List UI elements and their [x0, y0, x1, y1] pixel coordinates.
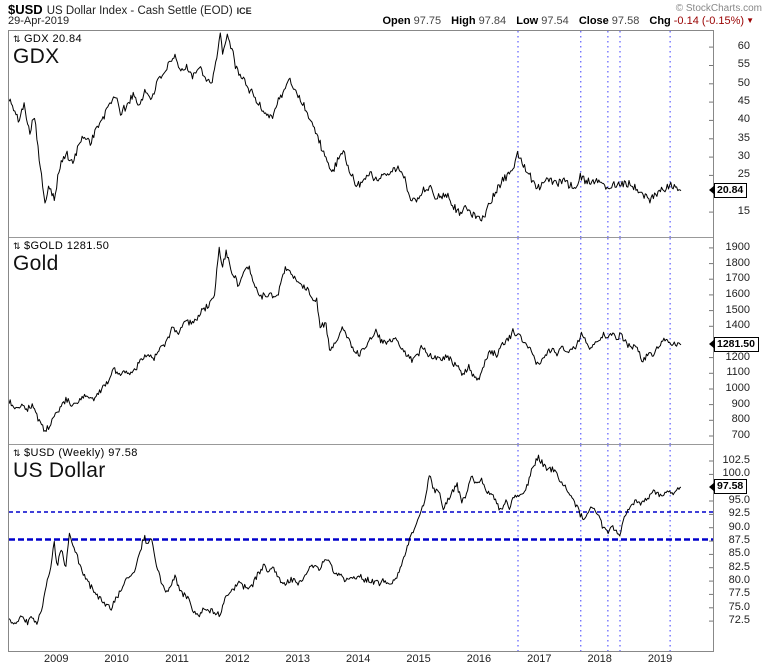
y-tick-label: 95.0 — [728, 494, 750, 507]
y-tick-label: 1400 — [725, 319, 750, 332]
gold-price-line-chart — [9, 238, 713, 444]
y-tick-label: 1600 — [725, 287, 750, 300]
y-tick-label: 50 — [737, 76, 750, 89]
x-tick-label: 2013 — [285, 653, 311, 665]
close-value: 97.58 — [611, 15, 640, 27]
y-tick-label: 82.5 — [728, 560, 750, 573]
y-tick-label: 1100 — [726, 366, 750, 379]
y-tick-label: 40 — [737, 113, 750, 126]
chart-area: ⇅ GDX 20.84 GDX ⇅ $GOLD 1281.50 Gold ⇅ $USD… — [8, 30, 714, 652]
x-tick-label: 2012 — [225, 653, 250, 665]
y-tick-label: 87.5 — [728, 534, 750, 547]
collapse-panel-icon[interactable]: ⇅ — [13, 448, 21, 458]
y-tick-label: 75.0 — [728, 600, 750, 613]
chg-value: -0.14 (-0.15%) — [673, 15, 745, 27]
high-label: High — [451, 15, 476, 27]
y-tick-label: 45 — [737, 95, 750, 108]
y-tick-label: 77.5 — [728, 587, 750, 600]
usd-indicator-label: $USD (Weekly) 97.58 — [23, 447, 138, 459]
close-label: Close — [578, 15, 609, 27]
y-tick-label: 1700 — [725, 272, 750, 285]
gdx-panel-title: GDX — [13, 45, 60, 68]
gold-panel: ⇅ $GOLD 1281.50 Gold — [9, 238, 713, 445]
y-tick-label: 800 — [731, 413, 750, 426]
gold-last-price-tag: 1281.50 — [709, 336, 759, 352]
y-tick-label: 90.0 — [728, 520, 750, 533]
x-tick-label: 2014 — [345, 653, 371, 665]
y-tick-label: 1900 — [725, 240, 750, 253]
y-tick-label: 1000 — [725, 381, 750, 394]
symbol-label: $USD — [8, 2, 43, 17]
y-tick-label: 80.0 — [728, 574, 750, 587]
y-tick-label: 30 — [737, 150, 750, 163]
chg-label: Chg — [649, 15, 671, 27]
y-tick-label: 1200 — [725, 350, 750, 363]
gdx-indicator-label: GDX 20.84 — [23, 33, 82, 45]
y-tick-label: 92.5 — [728, 507, 750, 520]
change-down-triangle-icon: ▼ — [746, 16, 754, 25]
y-tick-label: 25 — [737, 168, 750, 181]
chart-title: US Dollar Index - Cash Settle (EOD) — [46, 5, 233, 17]
x-tick-label: 2018 — [587, 653, 612, 665]
gold-panel-title: Gold — [13, 252, 59, 275]
usd-panel-title: US Dollar — [13, 459, 106, 482]
gdx-last-price-tag: 20.84 — [708, 182, 748, 198]
collapse-panel-icon[interactable]: ⇅ — [13, 241, 21, 251]
x-tick-label: 2017 — [527, 653, 552, 665]
y-tick-label: 85.0 — [728, 547, 750, 560]
y-tick-label: 1800 — [725, 256, 750, 269]
chart-header: $USD US Dollar Index - Cash Settle (EOD) I… — [8, 1, 764, 17]
gdx-indicator-label-row: ⇅ GDX 20.84 — [13, 33, 82, 45]
gold-indicator-label-row: ⇅ $GOLD 1281.50 — [13, 240, 109, 252]
x-tick-label: 2009 — [44, 653, 69, 665]
y-tick-label: 35 — [737, 131, 750, 144]
quote-row: 29-Apr-2019 Open 97.75 High 97.84 Low 97.54… — [8, 15, 758, 29]
x-tick-label: 2016 — [466, 653, 492, 665]
x-tick-label: 2011 — [165, 653, 189, 665]
high-value: 97.84 — [478, 15, 507, 27]
usd-indicator-label-row: ⇅ $USD (Weekly) 97.58 — [13, 447, 138, 459]
low-label: Low — [516, 15, 539, 27]
low-value: 97.54 — [541, 15, 569, 27]
usd-panel: ⇅ $USD (Weekly) 97.58 US Dollar — [9, 445, 713, 651]
y-tick-label: 1500 — [725, 303, 750, 316]
ohlc-quote-bar: Open 97.75 High 97.84 Low 97.54 Close 97.58 … — [375, 15, 754, 27]
y-tick-label: 102.5 — [722, 454, 750, 466]
exchange-label: ICE — [236, 6, 252, 16]
gold-indicator-label: $GOLD 1281.50 — [23, 240, 110, 252]
open-value: 97.75 — [413, 15, 442, 27]
y-tick-label: 900 — [731, 397, 750, 410]
chart-date: 29-Apr-2019 — [8, 15, 70, 27]
y-tick-label: 60 — [737, 40, 750, 53]
y-tick-label: 55 — [737, 58, 750, 71]
open-label: Open — [382, 15, 411, 27]
y-tick-label: 700 — [731, 429, 750, 441]
collapse-panel-icon[interactable]: ⇅ — [13, 34, 21, 44]
x-tick-label: 2015 — [406, 653, 431, 665]
usd-price-line-chart — [9, 445, 713, 651]
y-tick-label: 100.0 — [722, 467, 750, 480]
gdx-price-line-chart — [9, 31, 713, 237]
x-tick-label: 2010 — [104, 653, 129, 665]
gdx-panel: ⇅ GDX 20.84 GDX — [9, 31, 713, 238]
y-tick-label: 72.5 — [728, 614, 750, 627]
x-tick-label: 2019 — [647, 653, 673, 665]
y-tick-label: 15 — [737, 205, 750, 218]
usd-last-price-tag: 97.58 — [708, 479, 748, 495]
copyright-label: © StockCharts.com — [675, 3, 762, 14]
